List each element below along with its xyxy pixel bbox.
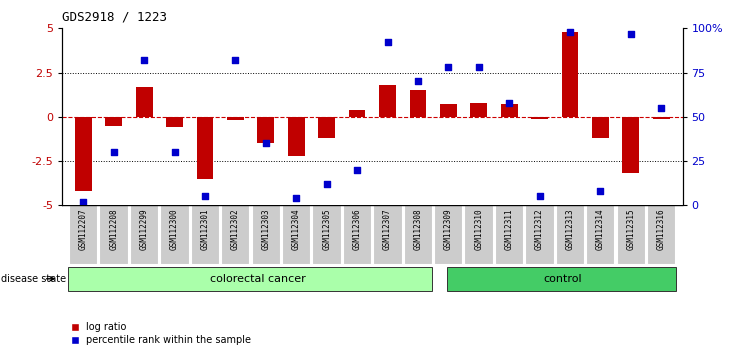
Point	[595, 188, 607, 194]
Bar	[166, 117, 183, 127]
Point	[382, 40, 393, 45]
Text: control: control	[543, 274, 582, 284]
Text: GSM112309: GSM112309	[444, 208, 453, 250]
Bar	[258, 117, 274, 143]
Bar	[592, 117, 609, 138]
Legend: log ratio, percentile rank within the sample: log ratio, percentile rank within the sa…	[67, 319, 256, 349]
Point	[169, 149, 180, 155]
Point	[564, 29, 576, 35]
Bar	[130, 205, 158, 264]
Point	[291, 195, 302, 201]
Text: colorectal cancer: colorectal cancer	[210, 274, 306, 284]
Bar	[99, 205, 128, 264]
Point	[139, 57, 150, 63]
Bar	[379, 85, 396, 117]
Bar	[561, 32, 578, 117]
Bar	[136, 87, 153, 117]
Point	[77, 199, 89, 205]
Text: GSM112316: GSM112316	[657, 208, 666, 250]
Bar	[343, 205, 371, 264]
Bar	[318, 117, 335, 138]
Bar	[586, 205, 615, 264]
Text: GSM112313: GSM112313	[566, 208, 575, 250]
Bar	[464, 205, 493, 264]
Point	[351, 167, 363, 173]
Bar	[447, 267, 677, 291]
Text: GSM112310: GSM112310	[474, 208, 483, 250]
Point	[230, 57, 242, 63]
Text: GSM112208: GSM112208	[110, 208, 118, 250]
Bar	[221, 205, 250, 264]
Bar	[617, 205, 645, 264]
Bar	[404, 205, 432, 264]
Bar	[68, 267, 431, 291]
Bar	[288, 117, 304, 156]
Bar	[653, 117, 669, 119]
Bar	[470, 103, 487, 117]
Bar	[161, 205, 188, 264]
Text: disease state: disease state	[1, 274, 66, 284]
Bar	[434, 205, 462, 264]
Text: GSM112315: GSM112315	[626, 208, 635, 250]
Point	[534, 194, 545, 199]
Bar	[440, 104, 457, 117]
Text: GSM112301: GSM112301	[201, 208, 210, 250]
Bar	[252, 205, 280, 264]
Bar	[623, 117, 639, 173]
Bar	[69, 205, 97, 264]
Bar	[227, 117, 244, 120]
Bar	[410, 90, 426, 117]
Text: GSM112302: GSM112302	[231, 208, 240, 250]
Text: GSM112299: GSM112299	[139, 208, 149, 250]
Text: GSM112314: GSM112314	[596, 208, 605, 250]
Bar	[282, 205, 310, 264]
Text: GSM112312: GSM112312	[535, 208, 544, 250]
Text: GSM112307: GSM112307	[383, 208, 392, 250]
Text: GSM112207: GSM112207	[79, 208, 88, 250]
Point	[625, 31, 637, 36]
Text: GSM112306: GSM112306	[353, 208, 361, 250]
Point	[199, 194, 211, 199]
Point	[473, 64, 485, 70]
Bar	[501, 104, 518, 117]
Bar	[531, 117, 548, 119]
Text: GSM112303: GSM112303	[261, 208, 270, 250]
Point	[504, 100, 515, 105]
Text: GSM112300: GSM112300	[170, 208, 179, 250]
Bar	[495, 205, 523, 264]
Bar	[312, 205, 341, 264]
Bar	[196, 117, 213, 179]
Point	[656, 105, 667, 111]
Bar	[556, 205, 584, 264]
Point	[321, 181, 333, 187]
Point	[108, 149, 120, 155]
Bar	[105, 117, 122, 126]
Bar	[349, 110, 366, 117]
Text: GSM112308: GSM112308	[413, 208, 423, 250]
Text: GDS2918 / 1223: GDS2918 / 1223	[62, 11, 167, 24]
Point	[442, 64, 454, 70]
Point	[260, 141, 272, 146]
Text: GSM112305: GSM112305	[322, 208, 331, 250]
Bar	[191, 205, 219, 264]
Bar	[75, 117, 92, 191]
Bar	[647, 205, 675, 264]
Text: GSM112304: GSM112304	[292, 208, 301, 250]
Bar	[526, 205, 553, 264]
Text: GSM112311: GSM112311	[504, 208, 514, 250]
Bar	[373, 205, 402, 264]
Point	[412, 79, 424, 84]
